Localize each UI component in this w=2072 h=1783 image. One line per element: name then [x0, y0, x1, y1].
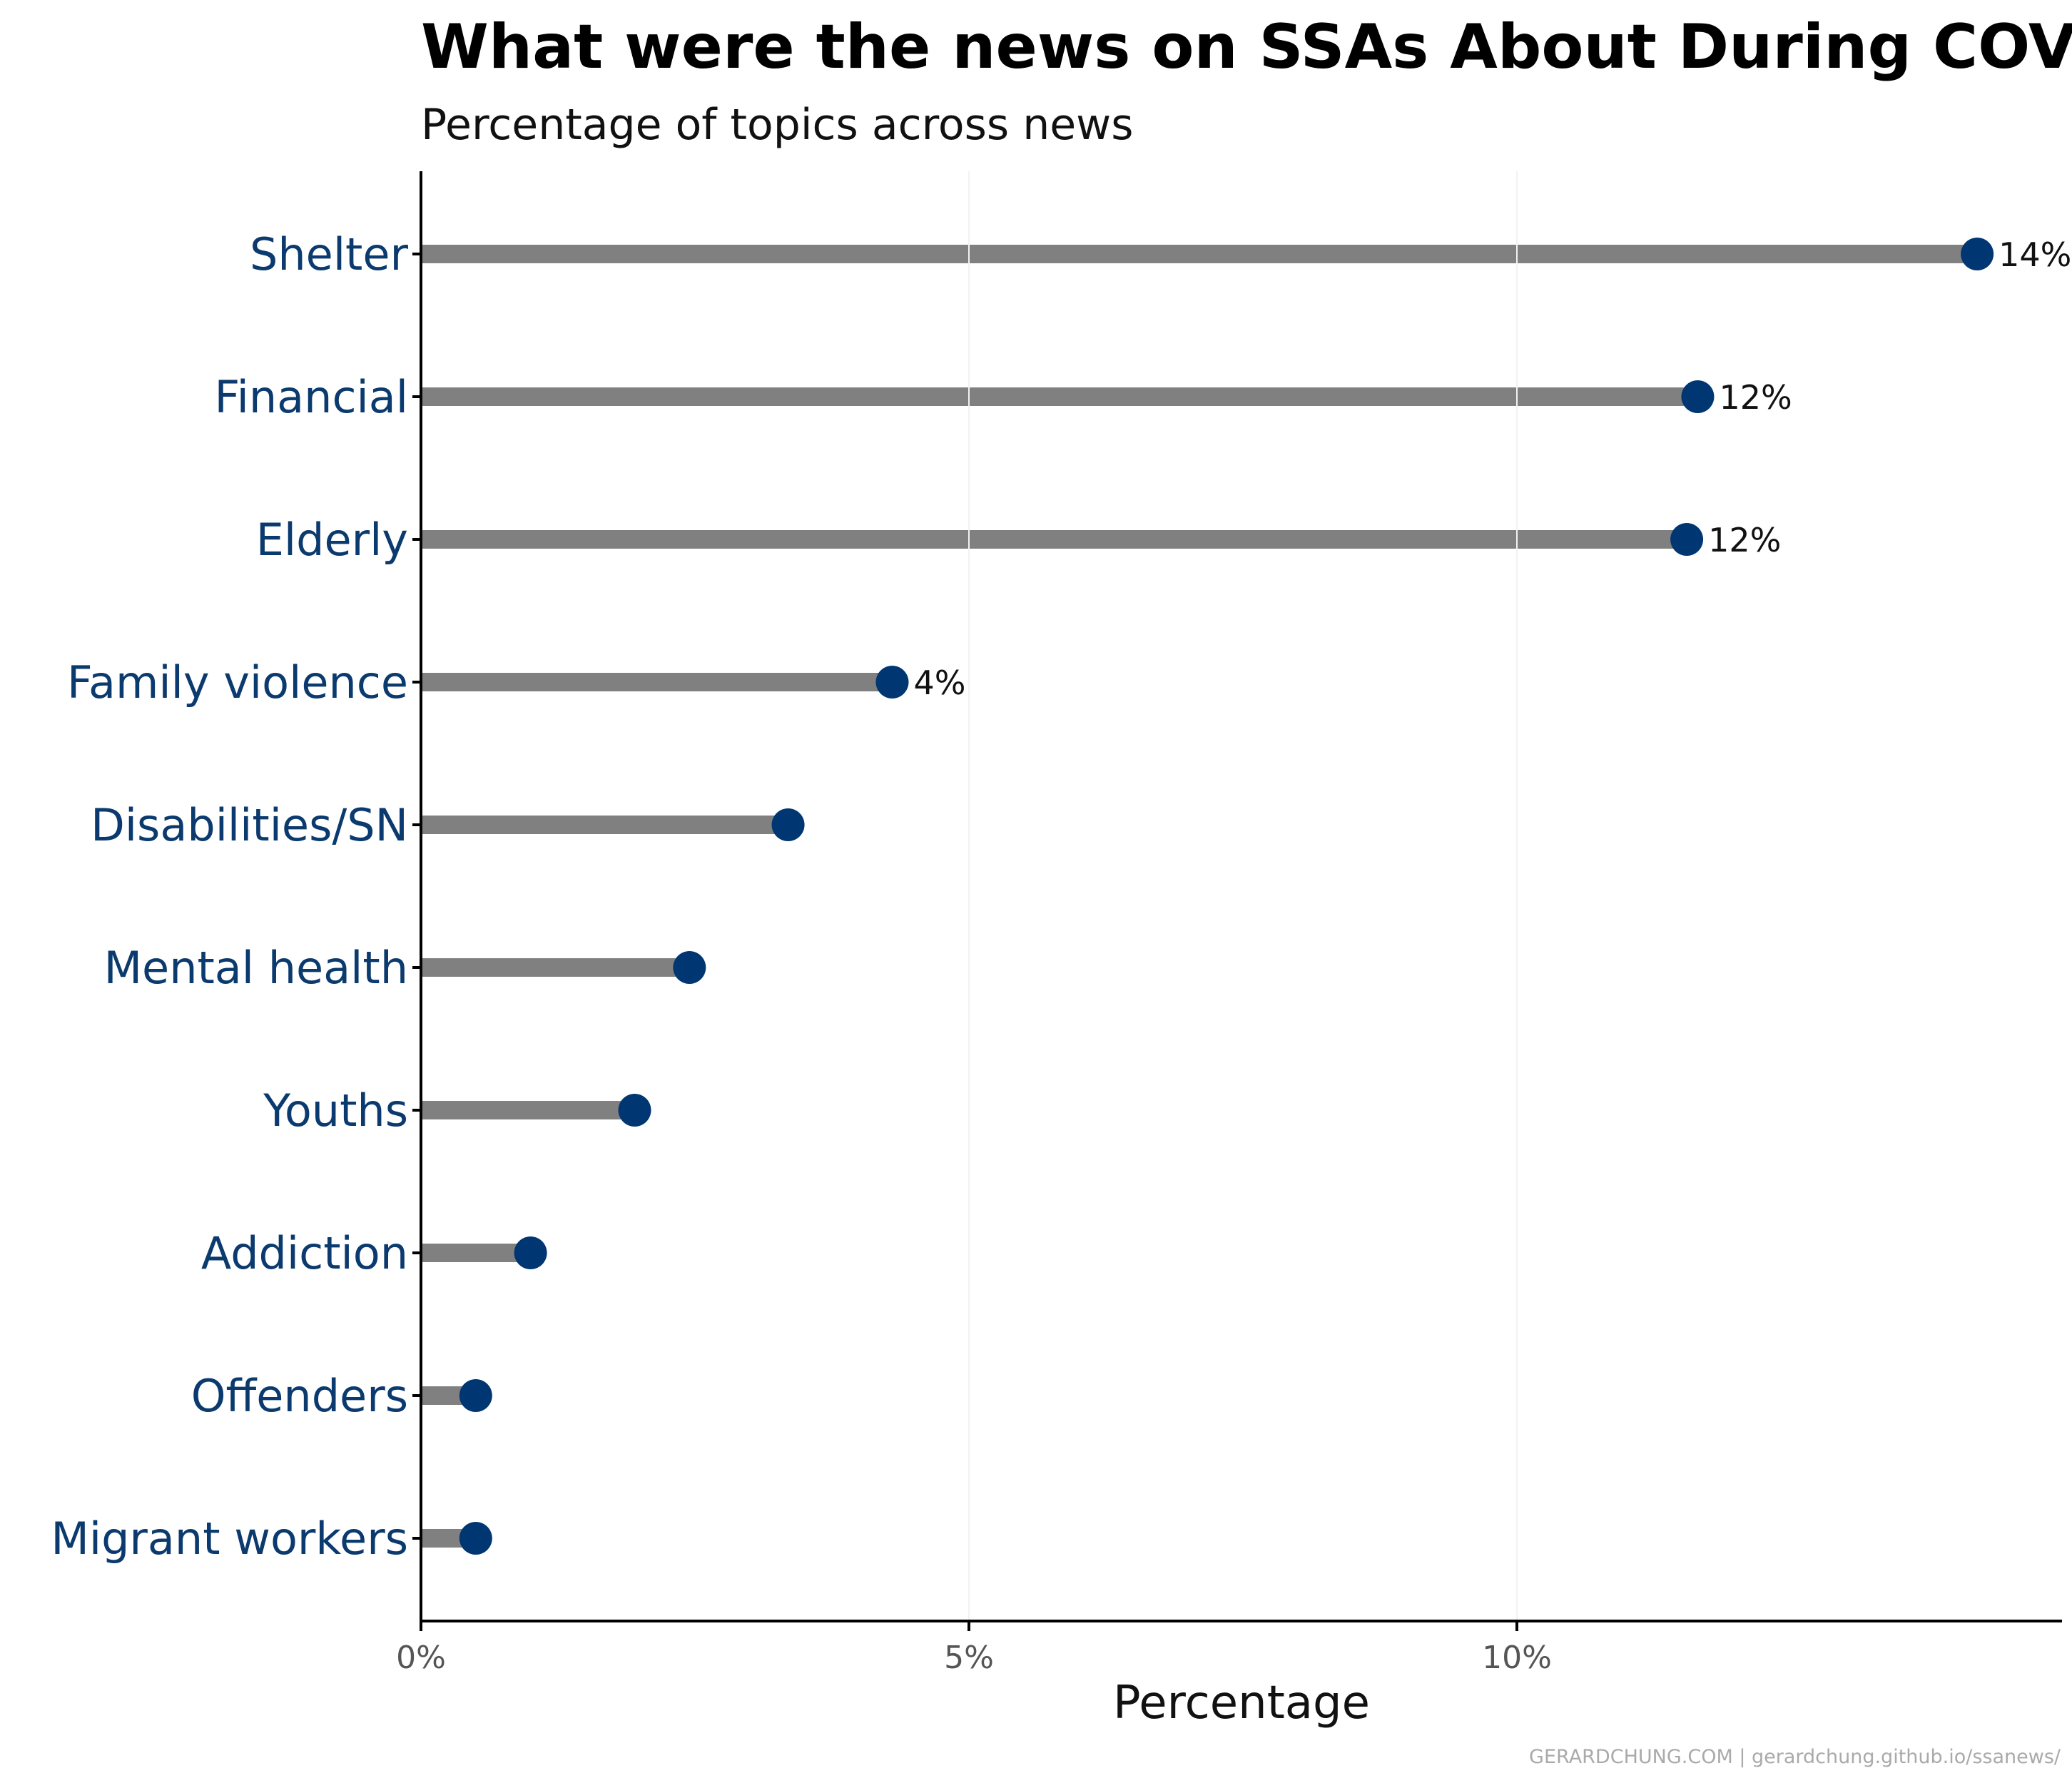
dot-shelter: [1961, 238, 1994, 270]
data-label-shelter: 14%: [1999, 235, 2071, 274]
dot-mental-health: [673, 951, 706, 984]
category-label-migrant-workers: Migrant workers: [51, 1513, 408, 1565]
dot-family-violence: [875, 666, 909, 699]
plot-area: Shelter 14% Financial 12% Elderly 12% Family v…: [51, 171, 2071, 1621]
dot-financial: [1681, 380, 1715, 413]
x-axis-title: Percentage: [1113, 1677, 1370, 1729]
data-label-family-violence: 4%: [913, 664, 965, 702]
data-label-elderly: 12%: [1708, 521, 1781, 559]
category-label-shelter: Shelter: [250, 228, 408, 280]
x-axis-ticks: 0% 5% 10%: [396, 1621, 1552, 1676]
category-label-mental-health: Mental health: [104, 942, 408, 994]
category-label-addiction: Addiction: [201, 1227, 408, 1279]
x-tick-label-10: 10%: [1482, 1640, 1552, 1676]
x-tick-label-5: 5%: [944, 1640, 994, 1676]
category-label-offenders: Offenders: [191, 1370, 408, 1422]
dot-elderly: [1670, 523, 1704, 556]
chart-caption: GERARDCHUNG.COM | gerardchung.github.io/…: [1529, 1746, 2061, 1768]
x-tick-label-0: 0%: [396, 1640, 446, 1676]
category-label-disabilities-sn: Disabilities/SN: [91, 799, 408, 851]
dot-addiction: [514, 1236, 547, 1269]
dot-youths: [618, 1094, 651, 1127]
chart-subtitle: Percentage of topics across news: [421, 100, 1134, 150]
dot-migrant-workers: [459, 1522, 492, 1555]
category-label-youths: Youths: [263, 1084, 408, 1137]
dot-disabilities-sn: [771, 808, 805, 841]
chart-title: What were the news on SSAs About During …: [421, 11, 2072, 83]
dot-offenders: [459, 1379, 492, 1412]
category-label-elderly: Elderly: [256, 514, 408, 566]
category-label-financial: Financial: [215, 371, 409, 423]
category-label-family-violence: Family violence: [67, 656, 408, 708]
data-label-financial: 12%: [1719, 378, 1792, 417]
